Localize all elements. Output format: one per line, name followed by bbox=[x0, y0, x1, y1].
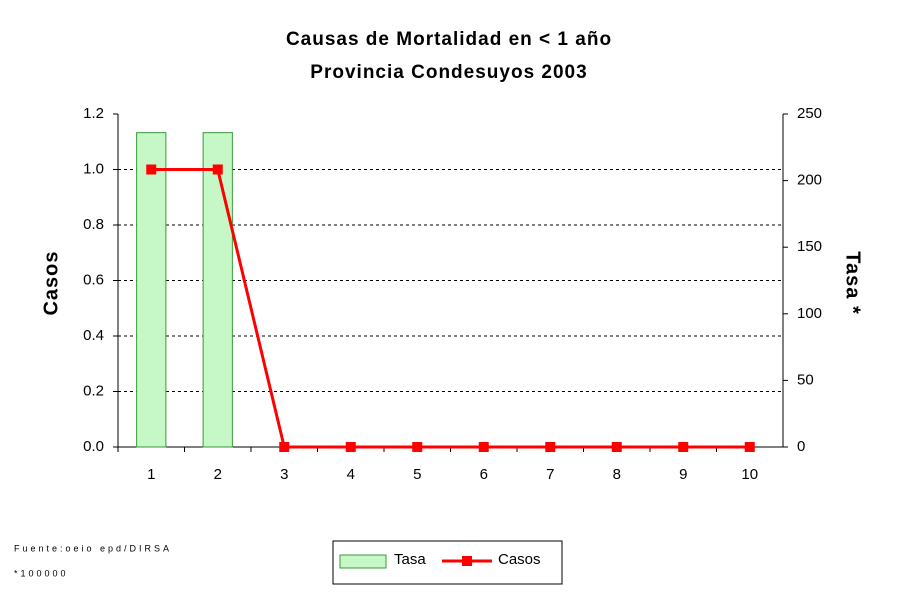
y-axis-label: Casos bbox=[40, 250, 62, 315]
marker bbox=[478, 442, 489, 452]
marker bbox=[744, 442, 755, 452]
x-tick-label: 6 bbox=[480, 466, 488, 483]
marker bbox=[678, 442, 689, 452]
chart-subtitle: Provincia Condesuyos 2003 bbox=[310, 62, 587, 83]
footnote: *100000 bbox=[14, 568, 69, 578]
legend-swatch bbox=[339, 554, 387, 569]
marker bbox=[545, 442, 556, 452]
x-tick-label: 1 bbox=[147, 466, 155, 483]
legend-label: Casos bbox=[498, 551, 541, 568]
y2-tick-label: 100 bbox=[797, 305, 822, 322]
y-tick-label: 0.6 bbox=[83, 271, 104, 288]
x-tick-label: 8 bbox=[613, 466, 621, 483]
x-tick-label: 4 bbox=[347, 466, 355, 483]
y-tick-label: 1.2 bbox=[83, 105, 104, 122]
legend-swatch bbox=[462, 556, 472, 566]
footnote: Fuente:oeio epd/DIRSA bbox=[14, 543, 172, 553]
line bbox=[151, 168, 750, 449]
bar bbox=[136, 132, 167, 448]
x-tick-label: 3 bbox=[280, 466, 288, 483]
y-tick-label: 0.8 bbox=[83, 216, 104, 233]
marker bbox=[611, 442, 622, 452]
y-tick-label: 0.2 bbox=[83, 382, 104, 399]
x-tick-label: 2 bbox=[214, 466, 222, 483]
x-tick-label: 5 bbox=[413, 466, 421, 483]
x-tick-label: 9 bbox=[679, 466, 687, 483]
y-tick-label: 1.0 bbox=[83, 160, 104, 177]
marker bbox=[212, 164, 223, 175]
y2-tick-label: 0 bbox=[797, 438, 805, 455]
x-tick-label: 10 bbox=[741, 466, 758, 483]
y-tick-label: 0.0 bbox=[83, 438, 104, 455]
legend-label: Tasa bbox=[394, 551, 426, 568]
marker bbox=[412, 442, 423, 452]
y2-tick-label: 150 bbox=[797, 238, 822, 255]
marker bbox=[345, 442, 356, 452]
y-tick-label: 0.4 bbox=[83, 327, 104, 344]
x-tick-label: 7 bbox=[546, 466, 554, 483]
y2-tick-label: 250 bbox=[797, 105, 822, 122]
marker bbox=[279, 442, 290, 452]
marker bbox=[146, 164, 157, 175]
bar bbox=[202, 132, 233, 448]
chart-title: Causas de Mortalidad en < 1 año bbox=[286, 29, 612, 50]
y2-tick-label: 200 bbox=[797, 172, 822, 189]
y2-axis-label: Tasa * bbox=[842, 251, 864, 314]
y2-tick-label: 50 bbox=[797, 371, 814, 388]
